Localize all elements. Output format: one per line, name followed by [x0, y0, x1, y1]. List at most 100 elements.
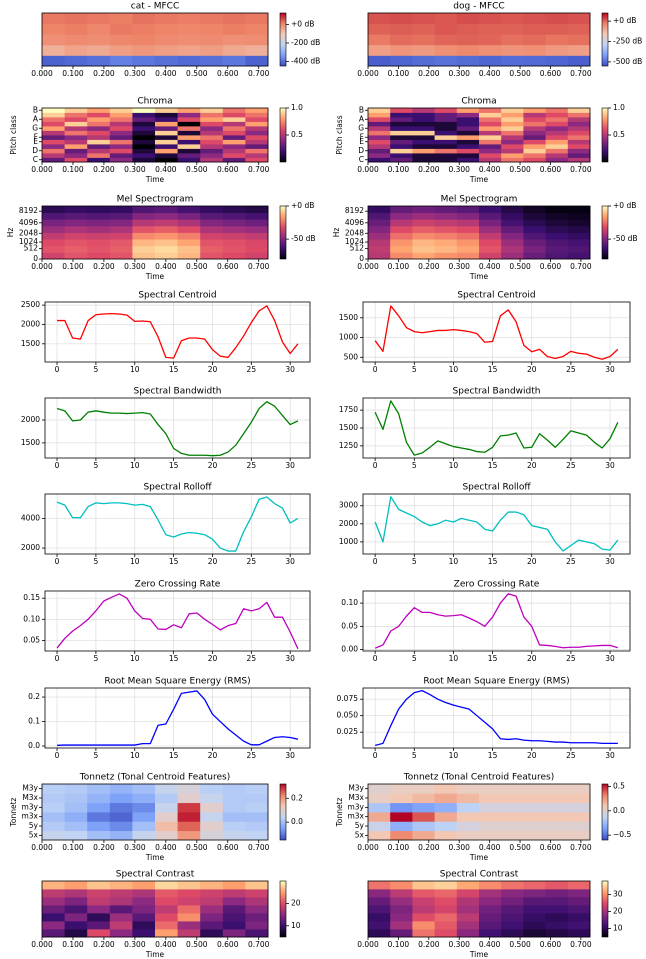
x-tick-label: 0.700 [248, 940, 270, 949]
heatmap-cell [245, 821, 269, 832]
heatmap-cell [479, 881, 502, 890]
colorbar-tick-label: -500 dB [613, 57, 642, 66]
heatmap-cell [132, 793, 156, 804]
heatmap-cell [368, 126, 391, 131]
heatmap-cell [523, 144, 546, 149]
heatmap-cell [222, 144, 246, 149]
x-tick-label: 0.700 [570, 940, 592, 949]
y-tick-label: 512 [350, 244, 365, 253]
heatmap-cell [390, 881, 413, 890]
heatmap-cell [523, 23, 546, 35]
heatmap-cell [567, 34, 591, 46]
y-tick-label: F [360, 132, 364, 141]
heatmap-cell [132, 889, 156, 898]
heatmap-cell [456, 793, 480, 804]
heatmap-cell [567, 821, 591, 832]
x-tick-label: 15 [488, 751, 498, 760]
heatmap-cell [523, 148, 546, 154]
heatmap-cell [155, 34, 178, 46]
plot-frame [44, 397, 311, 459]
heatmap-cell [245, 889, 269, 898]
heatmap-cell [132, 921, 156, 930]
heatmap-cell [222, 802, 246, 813]
y-tick-label: 1750 [339, 405, 358, 414]
colorbar-tick-label: 1.0 [613, 103, 625, 112]
x-tick-label: 30 [605, 461, 615, 470]
heatmap-cell [87, 108, 111, 113]
heatmap-cell [434, 148, 458, 154]
y-tick-label: C [359, 155, 364, 164]
heatmap-cell [456, 802, 480, 813]
heatmap-cell [412, 889, 435, 898]
heatmap-cell [567, 112, 591, 118]
heatmap-cell [87, 130, 111, 136]
heatmap-cell [177, 153, 201, 158]
heatmap-cell [64, 830, 88, 841]
heatmap-cell [64, 206, 88, 214]
x-tick-label: 5 [412, 751, 417, 760]
heatmap-cell [222, 905, 246, 914]
heatmap-cell [109, 913, 133, 922]
heatmap-cell [64, 139, 88, 145]
heatmap-cell [200, 225, 224, 233]
heatmap-cell [456, 144, 480, 149]
heatmap-cell [42, 112, 65, 118]
heatmap-cell [567, 225, 591, 233]
heatmap-cell [200, 126, 224, 131]
x-tick-label: 25 [247, 557, 257, 566]
x-tick-label: 0 [373, 365, 378, 374]
heatmap-cell [412, 126, 435, 131]
x-tick-label: 10 [449, 365, 459, 374]
heatmap-cell [222, 784, 246, 794]
heatmap-cell [501, 793, 524, 804]
heatmap-cell [501, 219, 524, 227]
heatmap-cell [177, 112, 201, 118]
heatmap-cell [456, 219, 480, 227]
x-axis-label: Time [145, 272, 165, 281]
heatmap-cell [523, 245, 546, 253]
heatmap-cell [222, 929, 246, 938]
heatmap-cell [523, 153, 546, 158]
heatmap-cell [109, 212, 133, 220]
heatmap-cell [109, 148, 133, 154]
heatmap-cell [456, 135, 480, 140]
heatmap-cell [222, 212, 246, 220]
x-tick-label: 5 [94, 654, 99, 663]
heatmap-cell [545, 112, 569, 118]
heatmap-cell [479, 897, 502, 906]
heatmap-cell [177, 13, 201, 24]
heatmap-cell [155, 139, 178, 145]
heatmap-cell [109, 121, 133, 127]
heatmap-cell [523, 206, 546, 214]
y-tick-label: 2048 [19, 228, 38, 237]
heatmap-cell [200, 252, 224, 260]
heatmap-cell [42, 913, 65, 922]
y-tick-label: 0.0 [28, 741, 40, 750]
heatmap-cell [523, 239, 546, 247]
heatmap-cell [42, 929, 65, 938]
heatmap-cell [368, 13, 391, 24]
heatmap-cell [132, 112, 156, 118]
heatmap-cell [109, 929, 133, 938]
heatmap-cell [545, 130, 569, 136]
heatmap-cell [434, 881, 458, 890]
x-tick-label: 0.500 [509, 940, 531, 949]
colorbar-tick-label: 0.0 [291, 817, 303, 826]
x-tick-label: 0.300 [448, 262, 470, 271]
x-tick-label: 15 [488, 461, 498, 470]
heatmap-cell [479, 13, 502, 24]
heatmap-cell [368, 913, 391, 922]
heatmap-cell [368, 225, 391, 233]
y-tick-label: 5y [29, 821, 39, 830]
heatmap-cell [155, 212, 178, 220]
colorbar-tick-label: −0.5 [613, 830, 631, 839]
heatmap-cell [42, 881, 65, 890]
heatmap-cell [87, 55, 111, 67]
heatmap-cell [132, 245, 156, 253]
heatmap-cell [42, 889, 65, 898]
heatmap-cell [200, 121, 224, 127]
heatmap-cell [177, 157, 201, 163]
heatmap-cell [245, 921, 269, 930]
heatmap-cell [87, 929, 111, 938]
heatmap-cell [87, 245, 111, 253]
